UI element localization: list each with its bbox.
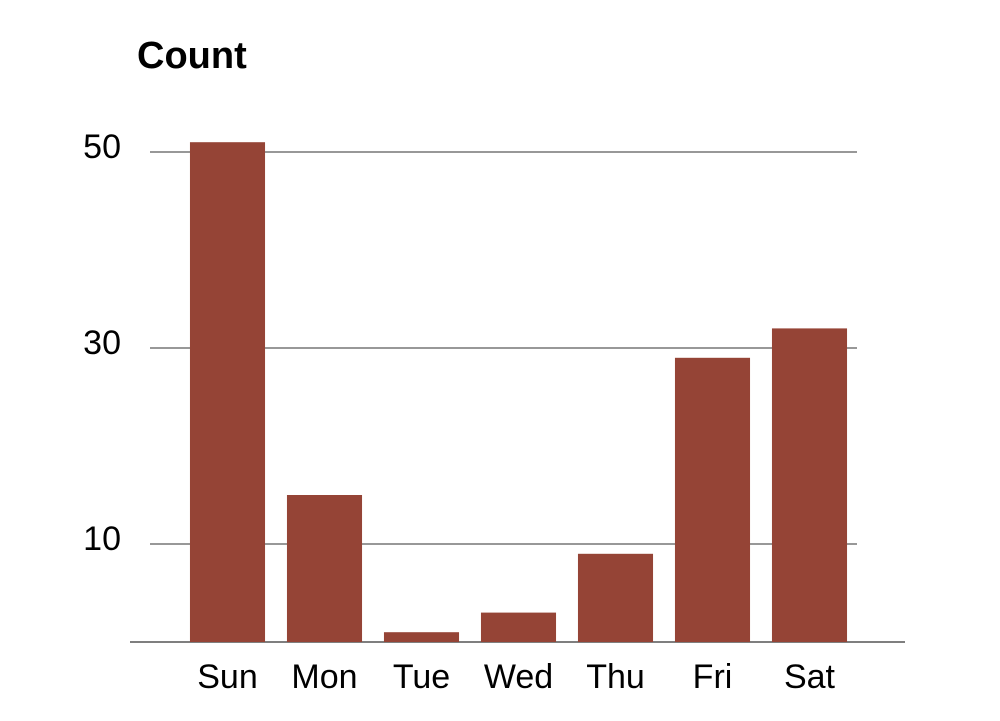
chart-title: Count <box>137 35 247 77</box>
bar <box>771 328 848 642</box>
bar <box>286 495 363 642</box>
x-tick-label: Sat <box>784 658 836 696</box>
y-tick-label: 10 <box>83 520 121 558</box>
x-tick-label: Thu <box>586 658 645 696</box>
y-tick-label: 50 <box>83 128 121 166</box>
bar <box>383 632 460 642</box>
bar <box>480 612 557 642</box>
bar <box>189 142 266 642</box>
y-tick-label: 30 <box>83 324 121 362</box>
x-tick-label: Sun <box>197 658 258 696</box>
bar <box>674 357 751 642</box>
x-tick-label: Fri <box>693 658 733 696</box>
x-tick-label: Mon <box>291 658 357 696</box>
x-tick-label: Wed <box>484 658 553 696</box>
x-tick-label: Tue <box>393 658 450 696</box>
bar <box>577 553 654 642</box>
